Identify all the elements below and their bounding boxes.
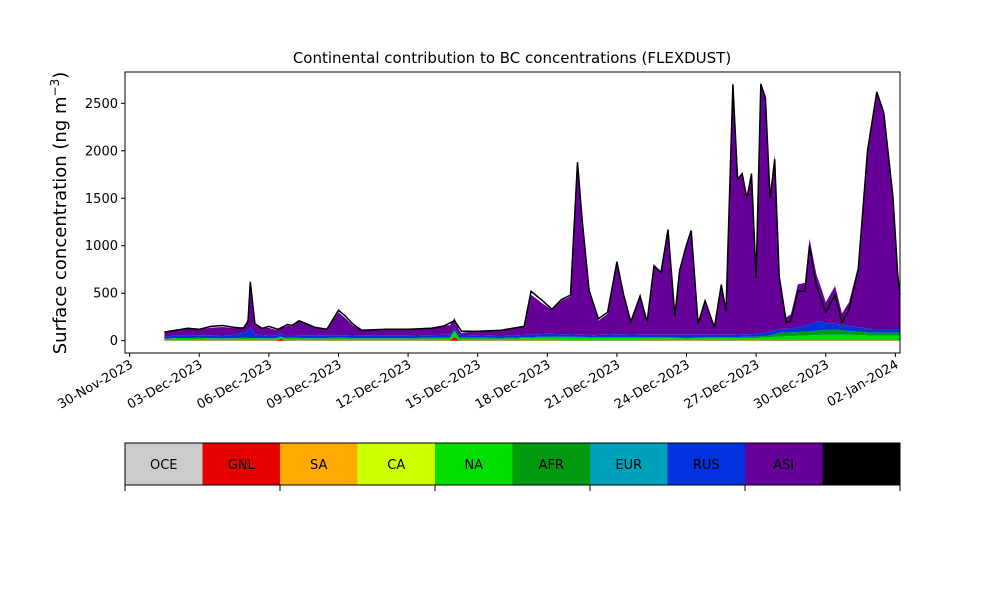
y-axis-label-close: ): [50, 72, 71, 79]
y-tick-label: 500: [93, 287, 118, 302]
legend-swatch-aus: [822, 443, 900, 485]
legend-swatch-eur: [590, 443, 668, 485]
legend-swatch-asi: [745, 443, 823, 485]
legend-swatch-ca: [357, 443, 435, 485]
legend-label-sa: SA: [310, 458, 327, 473]
legend-label-eur: EUR: [615, 458, 642, 473]
legend-label-rus: RUS: [693, 458, 720, 473]
legend-label-gnl: GNL: [228, 458, 256, 473]
y-tick-label: 2500: [85, 97, 118, 112]
area-rus: [164, 320, 900, 339]
legend-label-asi: ASI: [773, 458, 794, 473]
y-axis-label: Surface concentration (ng m−3): [48, 72, 71, 355]
legend-frame: [124, 442, 901, 486]
plot-area: [164, 81, 901, 341]
legend-swatch-sa: [280, 443, 358, 485]
area-na: [164, 331, 900, 341]
legend-swatch-rus: [667, 443, 745, 485]
legend-label-aus: AUS: [848, 458, 875, 473]
y-tick-label: 0: [110, 334, 118, 349]
legend-label-ca: CA: [387, 458, 405, 473]
legend-colorbar: OCE GNL SA CA NA AFR EUR RUS ASI AUS: [124, 442, 901, 491]
chart-title: Continental contribution to BC concentra…: [293, 49, 731, 67]
y-tick-label: 2000: [85, 144, 118, 159]
y-axis-label-superscript: −3: [48, 79, 62, 97]
y-tick-label: 1500: [85, 192, 118, 207]
total-line: [164, 84, 901, 333]
area-afr: [164, 329, 900, 340]
y-axis: 0 500 1000 1500 2000 2500: [85, 97, 125, 349]
plot-frame: [124, 71, 901, 354]
legend-swatch-gnl: [202, 443, 280, 485]
legend-swatch-na: [435, 443, 513, 485]
y-axis-label-group: Surface concentration (ng m−3): [48, 72, 71, 355]
y-axis-label-text: Surface concentration (ng m: [50, 96, 71, 354]
legend-swatch-oce: [125, 443, 203, 485]
y-tick-label: 1000: [85, 239, 118, 254]
legend-label-oce: OCE: [150, 458, 178, 473]
legend-label-na: NA: [464, 458, 483, 473]
legend-swatch-afr: [512, 443, 590, 485]
legend-label-afr: AFR: [539, 458, 564, 473]
